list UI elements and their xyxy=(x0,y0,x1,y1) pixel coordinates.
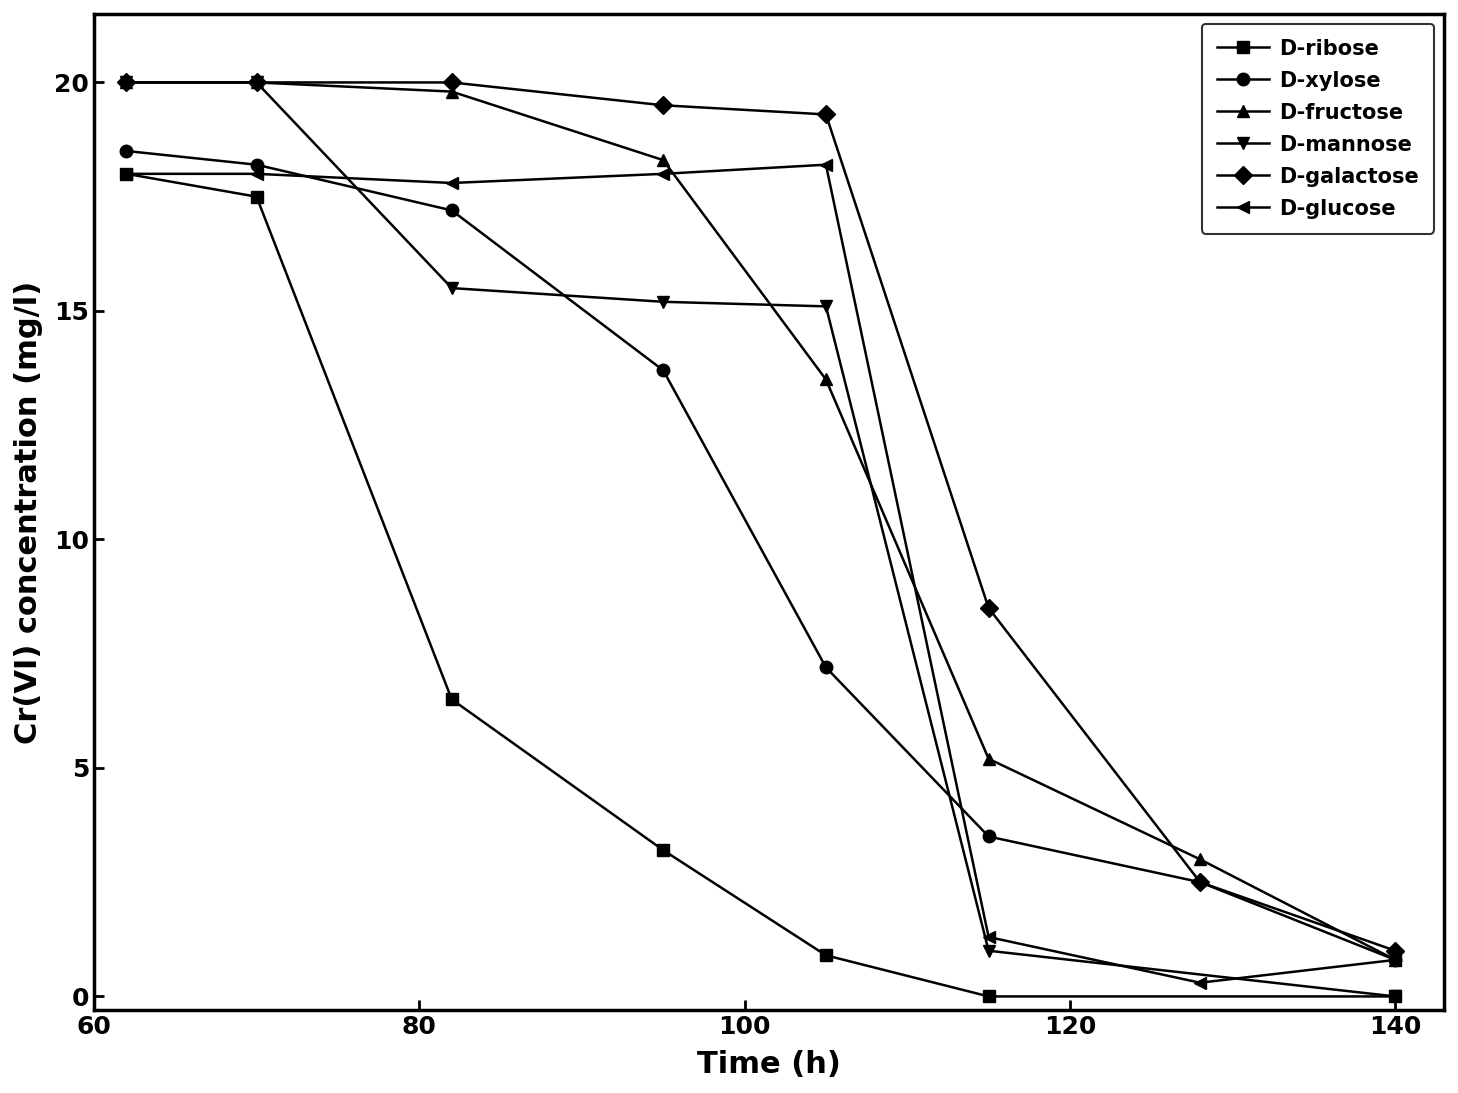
D-glucose xyxy=(118,167,136,180)
D-fructose xyxy=(443,85,461,98)
D-ribose xyxy=(443,693,461,706)
D-galactose xyxy=(816,108,834,121)
D-glucose xyxy=(655,167,672,180)
D-xylose xyxy=(980,830,997,843)
D-fructose xyxy=(655,154,672,167)
D-fructose xyxy=(816,373,834,386)
D-xylose xyxy=(248,158,265,172)
Line: D-xylose: D-xylose xyxy=(120,144,1401,966)
D-mannose xyxy=(1387,990,1404,1003)
D-glucose xyxy=(980,930,997,943)
Line: D-fructose: D-fructose xyxy=(120,77,1401,966)
D-galactose xyxy=(1387,944,1404,957)
D-glucose xyxy=(816,158,834,172)
D-ribose xyxy=(248,190,265,203)
D-fructose xyxy=(248,75,265,89)
D-mannose xyxy=(980,944,997,957)
D-xylose xyxy=(816,661,834,674)
D-ribose xyxy=(118,167,136,180)
D-fructose xyxy=(118,75,136,89)
D-mannose xyxy=(816,299,834,313)
D-ribose xyxy=(655,844,672,857)
D-galactose xyxy=(443,75,461,89)
D-fructose xyxy=(1387,953,1404,966)
D-glucose xyxy=(1387,953,1404,966)
D-galactose xyxy=(980,601,997,614)
D-galactose xyxy=(118,75,136,89)
D-xylose xyxy=(1387,953,1404,966)
Line: D-galactose: D-galactose xyxy=(120,77,1401,957)
D-ribose xyxy=(816,949,834,962)
Line: D-glucose: D-glucose xyxy=(120,158,1401,989)
D-xylose xyxy=(655,364,672,377)
Legend: D-ribose, D-xylose, D-fructose, D-mannose, D-galactose, D-glucose: D-ribose, D-xylose, D-fructose, D-mannos… xyxy=(1203,24,1433,234)
D-ribose xyxy=(980,990,997,1003)
D-mannose xyxy=(118,75,136,89)
D-fructose xyxy=(1191,853,1209,866)
D-fructose xyxy=(980,752,997,765)
D-glucose xyxy=(443,176,461,189)
D-xylose xyxy=(443,203,461,216)
Line: D-mannose: D-mannose xyxy=(120,77,1401,1002)
Y-axis label: Cr(VI) concentration (mg/l): Cr(VI) concentration (mg/l) xyxy=(15,281,42,743)
D-glucose xyxy=(248,167,265,180)
Line: D-ribose: D-ribose xyxy=(120,167,1401,1002)
D-mannose xyxy=(443,282,461,295)
D-galactose xyxy=(1191,875,1209,889)
D-xylose xyxy=(118,144,136,157)
D-xylose xyxy=(1191,875,1209,889)
D-galactose xyxy=(655,98,672,111)
D-galactose xyxy=(248,75,265,89)
D-glucose xyxy=(1191,976,1209,989)
D-mannose xyxy=(655,295,672,308)
D-mannose xyxy=(248,75,265,89)
X-axis label: Time (h): Time (h) xyxy=(697,1050,841,1079)
D-ribose xyxy=(1387,990,1404,1003)
